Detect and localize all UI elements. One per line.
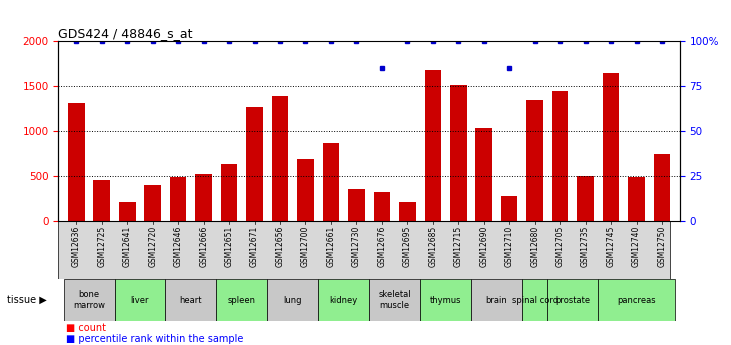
Text: GSM12656: GSM12656 [276,226,284,267]
Bar [522,279,548,321]
Text: ■ percentile rank within the sample: ■ percentile rank within the sample [66,334,243,344]
Text: liver: liver [131,296,149,305]
Text: GSM12695: GSM12695 [403,226,412,267]
Bar [471,279,522,321]
Bar [603,73,619,221]
Bar [628,177,645,221]
Bar [221,164,238,221]
Bar [475,128,492,221]
Bar [68,103,85,221]
Text: GSM12710: GSM12710 [504,226,514,267]
Bar [246,107,263,221]
Bar [599,279,675,321]
Text: skeletal
muscle: skeletal muscle [379,290,411,310]
Bar [548,279,599,321]
Text: GSM12720: GSM12720 [148,226,157,267]
Bar [348,189,365,221]
Text: pancreas: pancreas [617,296,656,305]
Text: GSM12641: GSM12641 [123,226,132,267]
Text: kidney: kidney [330,296,357,305]
Bar [501,196,518,221]
Text: GSM12690: GSM12690 [480,226,488,267]
Bar [298,159,314,221]
Bar [216,279,268,321]
Text: ■ count: ■ count [66,323,106,333]
Text: GDS424 / 48846_s_at: GDS424 / 48846_s_at [58,27,193,40]
Bar [195,174,212,221]
Text: GSM12735: GSM12735 [581,226,590,267]
Text: GSM12740: GSM12740 [632,226,641,267]
Text: GSM12666: GSM12666 [199,226,208,267]
Text: lung: lung [284,296,302,305]
Text: GSM12651: GSM12651 [224,226,234,267]
Bar [272,96,288,221]
Bar [654,154,670,221]
Text: GSM12715: GSM12715 [454,226,463,267]
Text: GSM12685: GSM12685 [428,226,437,267]
Bar [374,192,390,221]
Bar [64,279,115,321]
Bar [115,279,165,321]
Text: GSM12705: GSM12705 [556,226,564,267]
Text: brain: brain [485,296,507,305]
Text: GSM12646: GSM12646 [174,226,183,267]
Text: heart: heart [180,296,202,305]
Text: tissue ▶: tissue ▶ [7,295,47,305]
Text: GSM12725: GSM12725 [97,226,106,267]
Bar [450,85,466,221]
Bar [318,279,369,321]
Text: GSM12676: GSM12676 [377,226,387,267]
Bar [425,70,441,221]
Text: spleen: spleen [228,296,256,305]
Bar [145,185,161,221]
Bar [420,279,471,321]
Text: GSM12750: GSM12750 [657,226,667,267]
Bar [94,179,110,221]
Text: GSM12700: GSM12700 [301,226,310,267]
Bar [526,100,543,221]
Text: GSM12680: GSM12680 [530,226,539,267]
Text: GSM12636: GSM12636 [72,226,81,267]
Bar [322,143,339,221]
Bar [577,176,594,221]
Text: bone
marrow: bone marrow [73,290,105,310]
Bar [119,202,135,221]
Text: GSM12745: GSM12745 [607,226,616,267]
Text: thymus: thymus [430,296,461,305]
Bar [165,279,216,321]
Bar [369,279,420,321]
Text: prostate: prostate [556,296,591,305]
Text: GSM12730: GSM12730 [352,226,361,267]
Text: spinal cord: spinal cord [512,296,558,305]
Text: GSM12671: GSM12671 [250,226,259,267]
Bar [399,201,416,221]
Bar [552,91,569,221]
Text: GSM12661: GSM12661 [327,226,336,267]
Bar [268,279,318,321]
Bar [170,177,186,221]
